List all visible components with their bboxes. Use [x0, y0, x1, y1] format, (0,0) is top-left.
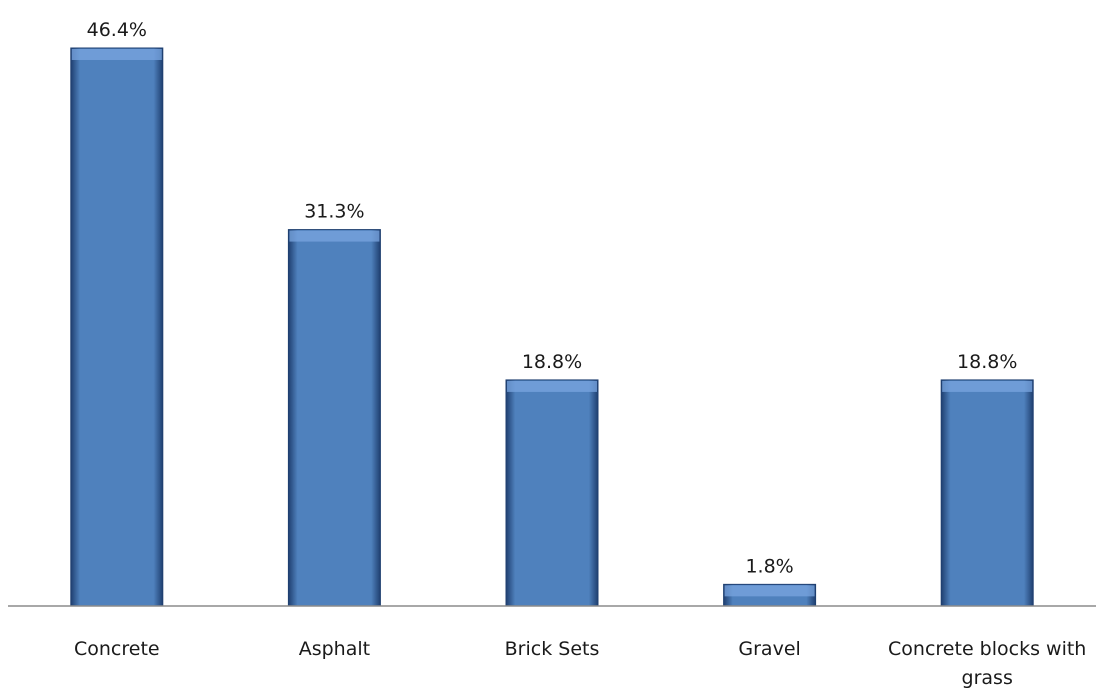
category-label-3: Gravel — [738, 638, 800, 660]
bar-top-bevel-0 — [71, 49, 162, 60]
bar-top-bevel-4 — [942, 380, 1033, 392]
bar-top-bevel-1 — [289, 230, 380, 242]
value-label-3: 1.8% — [745, 555, 793, 577]
bar-2 — [505, 379, 599, 607]
bar-1 — [287, 229, 381, 607]
value-label-4: 18.8% — [957, 351, 1017, 373]
bar-4 — [940, 379, 1034, 607]
value-label-1: 31.3% — [304, 201, 364, 223]
value-labels-group: 46.4% 31.3% 18.8% 1.8% 18.8% — [87, 19, 1018, 577]
category-label-0: Concrete — [74, 638, 160, 660]
value-label-0: 46.4% — [87, 19, 147, 41]
bar-top-bevel-2 — [507, 380, 597, 392]
category-labels-group: Concrete Asphalt Brick Sets Gravel Concrete … — [74, 638, 1086, 689]
category-label-2: Brick Sets — [505, 638, 600, 660]
category-label-4: Concrete blocks with grass — [888, 638, 1086, 689]
value-label-2: 18.8% — [522, 351, 582, 373]
bars-group — [70, 47, 1034, 607]
category-label-1: Asphalt — [299, 638, 370, 660]
bar-top-bevel-3 — [724, 585, 815, 597]
bar-0 — [70, 47, 164, 607]
